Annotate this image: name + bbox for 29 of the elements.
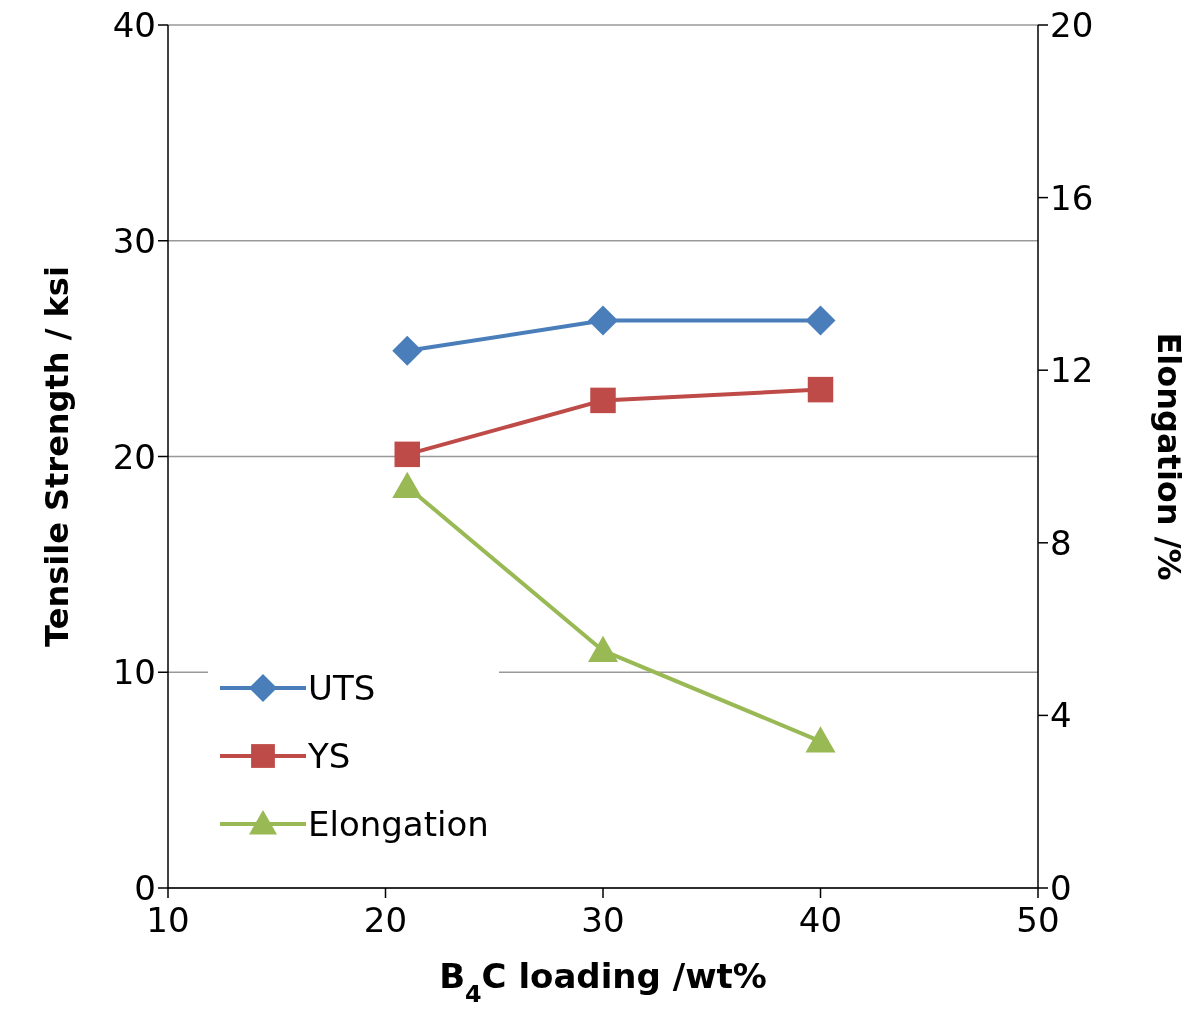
legend-label: UTS <box>308 668 376 708</box>
x-tick-label: 30 <box>581 900 625 941</box>
y-tick-label: 20 <box>112 436 156 477</box>
y2-tick-label: 4 <box>1050 695 1072 736</box>
x-tick-label: 20 <box>363 900 408 941</box>
point <box>392 335 423 366</box>
x-tick-label: 40 <box>798 900 843 941</box>
x-tick-label: 50 <box>1016 900 1060 941</box>
y2-tick-label: 20 <box>1050 5 1094 46</box>
point <box>588 635 618 662</box>
x-tick-label: 10 <box>146 900 190 941</box>
legend-label: YS <box>308 736 351 776</box>
point <box>590 387 616 414</box>
y-tick-label: 40 <box>112 5 156 46</box>
legend-label: Elongation <box>308 804 489 844</box>
y2-axis-title: Elongation /% <box>1150 332 1188 581</box>
y2-tick-label: 16 <box>1050 177 1094 218</box>
point <box>392 471 423 498</box>
point <box>394 441 420 468</box>
y-tick-label: 30 <box>112 220 156 261</box>
point <box>588 305 618 336</box>
point <box>805 726 836 753</box>
point <box>805 305 836 336</box>
y-axis-title: Tensile Strength / ksi <box>38 266 76 647</box>
y2-tick-label: 8 <box>1050 522 1072 563</box>
point <box>807 376 834 403</box>
x-axis-title: B$_{4}$C loading /wt% <box>439 956 767 1008</box>
y2-tick-label: 12 <box>1050 350 1094 391</box>
y-tick-label: 10 <box>112 652 156 693</box>
